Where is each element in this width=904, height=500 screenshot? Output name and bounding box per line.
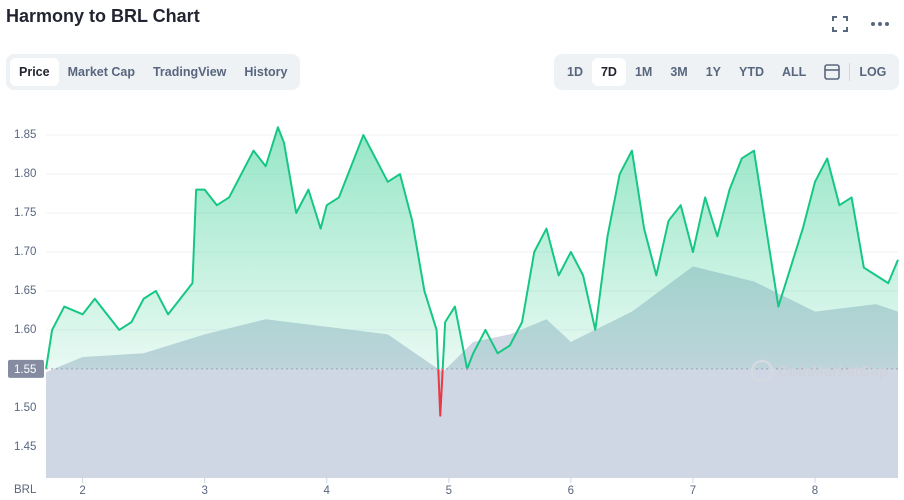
divider (849, 63, 851, 81)
range-button[interactable]: 1M (634, 65, 653, 79)
tab[interactable]: TradingView (152, 65, 227, 79)
log-button[interactable]: LOG (859, 65, 887, 79)
tab[interactable]: Price (10, 58, 59, 86)
y-tick-label: 1.45 (14, 441, 36, 453)
watermark: CoinMarketCap (778, 363, 888, 380)
y-tick-label: 1.50 (14, 402, 36, 414)
y-tick-label: 1.65 (14, 285, 36, 297)
range-button[interactable]: YTD (739, 65, 765, 79)
unit-label: BRL (14, 484, 37, 496)
watermark-logo (750, 359, 774, 383)
more-icon[interactable] (868, 14, 892, 34)
x-tick-label: 8 (812, 485, 818, 497)
x-tick-label: 4 (324, 485, 331, 497)
tab[interactable]: History (244, 65, 288, 79)
y-tick-label: 1.60 (14, 324, 36, 336)
price-area (46, 127, 898, 416)
fullscreen-icon[interactable] (830, 14, 850, 34)
range-button[interactable]: 7D (591, 58, 626, 86)
baseline-label-box (8, 359, 44, 378)
x-tick-label: 6 (568, 485, 574, 497)
range-bar: 1D 7D 1M 3M 1Y YTD ALL LOG (554, 54, 900, 90)
x-tick-label: 5 (446, 485, 452, 497)
y-tick-label: 1.80 (14, 168, 36, 180)
title: Harmony to BRL Chart (6, 6, 200, 26)
y-tick-label: 1.75 (14, 207, 36, 219)
calendar-icon[interactable] (815, 62, 849, 82)
y-tick-label: 1.70 (14, 246, 36, 258)
tab-bar: Price Market Cap TradingView History (6, 54, 301, 90)
price-line (45, 126, 899, 417)
y-tick-label: 1.85 (14, 129, 36, 141)
x-tick-label: 3 (201, 485, 207, 497)
range-button[interactable]: 1Y (705, 65, 722, 79)
x-tick-label: 2 (79, 485, 85, 497)
range-button[interactable]: 3M (670, 65, 688, 79)
range-button[interactable]: ALL (782, 65, 807, 79)
range-button[interactable]: 1D (567, 65, 583, 79)
baseline-label: 1.55 (14, 364, 36, 376)
tab[interactable]: Market Cap (67, 65, 135, 79)
x-tick-label: 7 (690, 485, 696, 497)
range-list: 1D 7D 1M 3M 1Y YTD ALL (558, 58, 815, 86)
